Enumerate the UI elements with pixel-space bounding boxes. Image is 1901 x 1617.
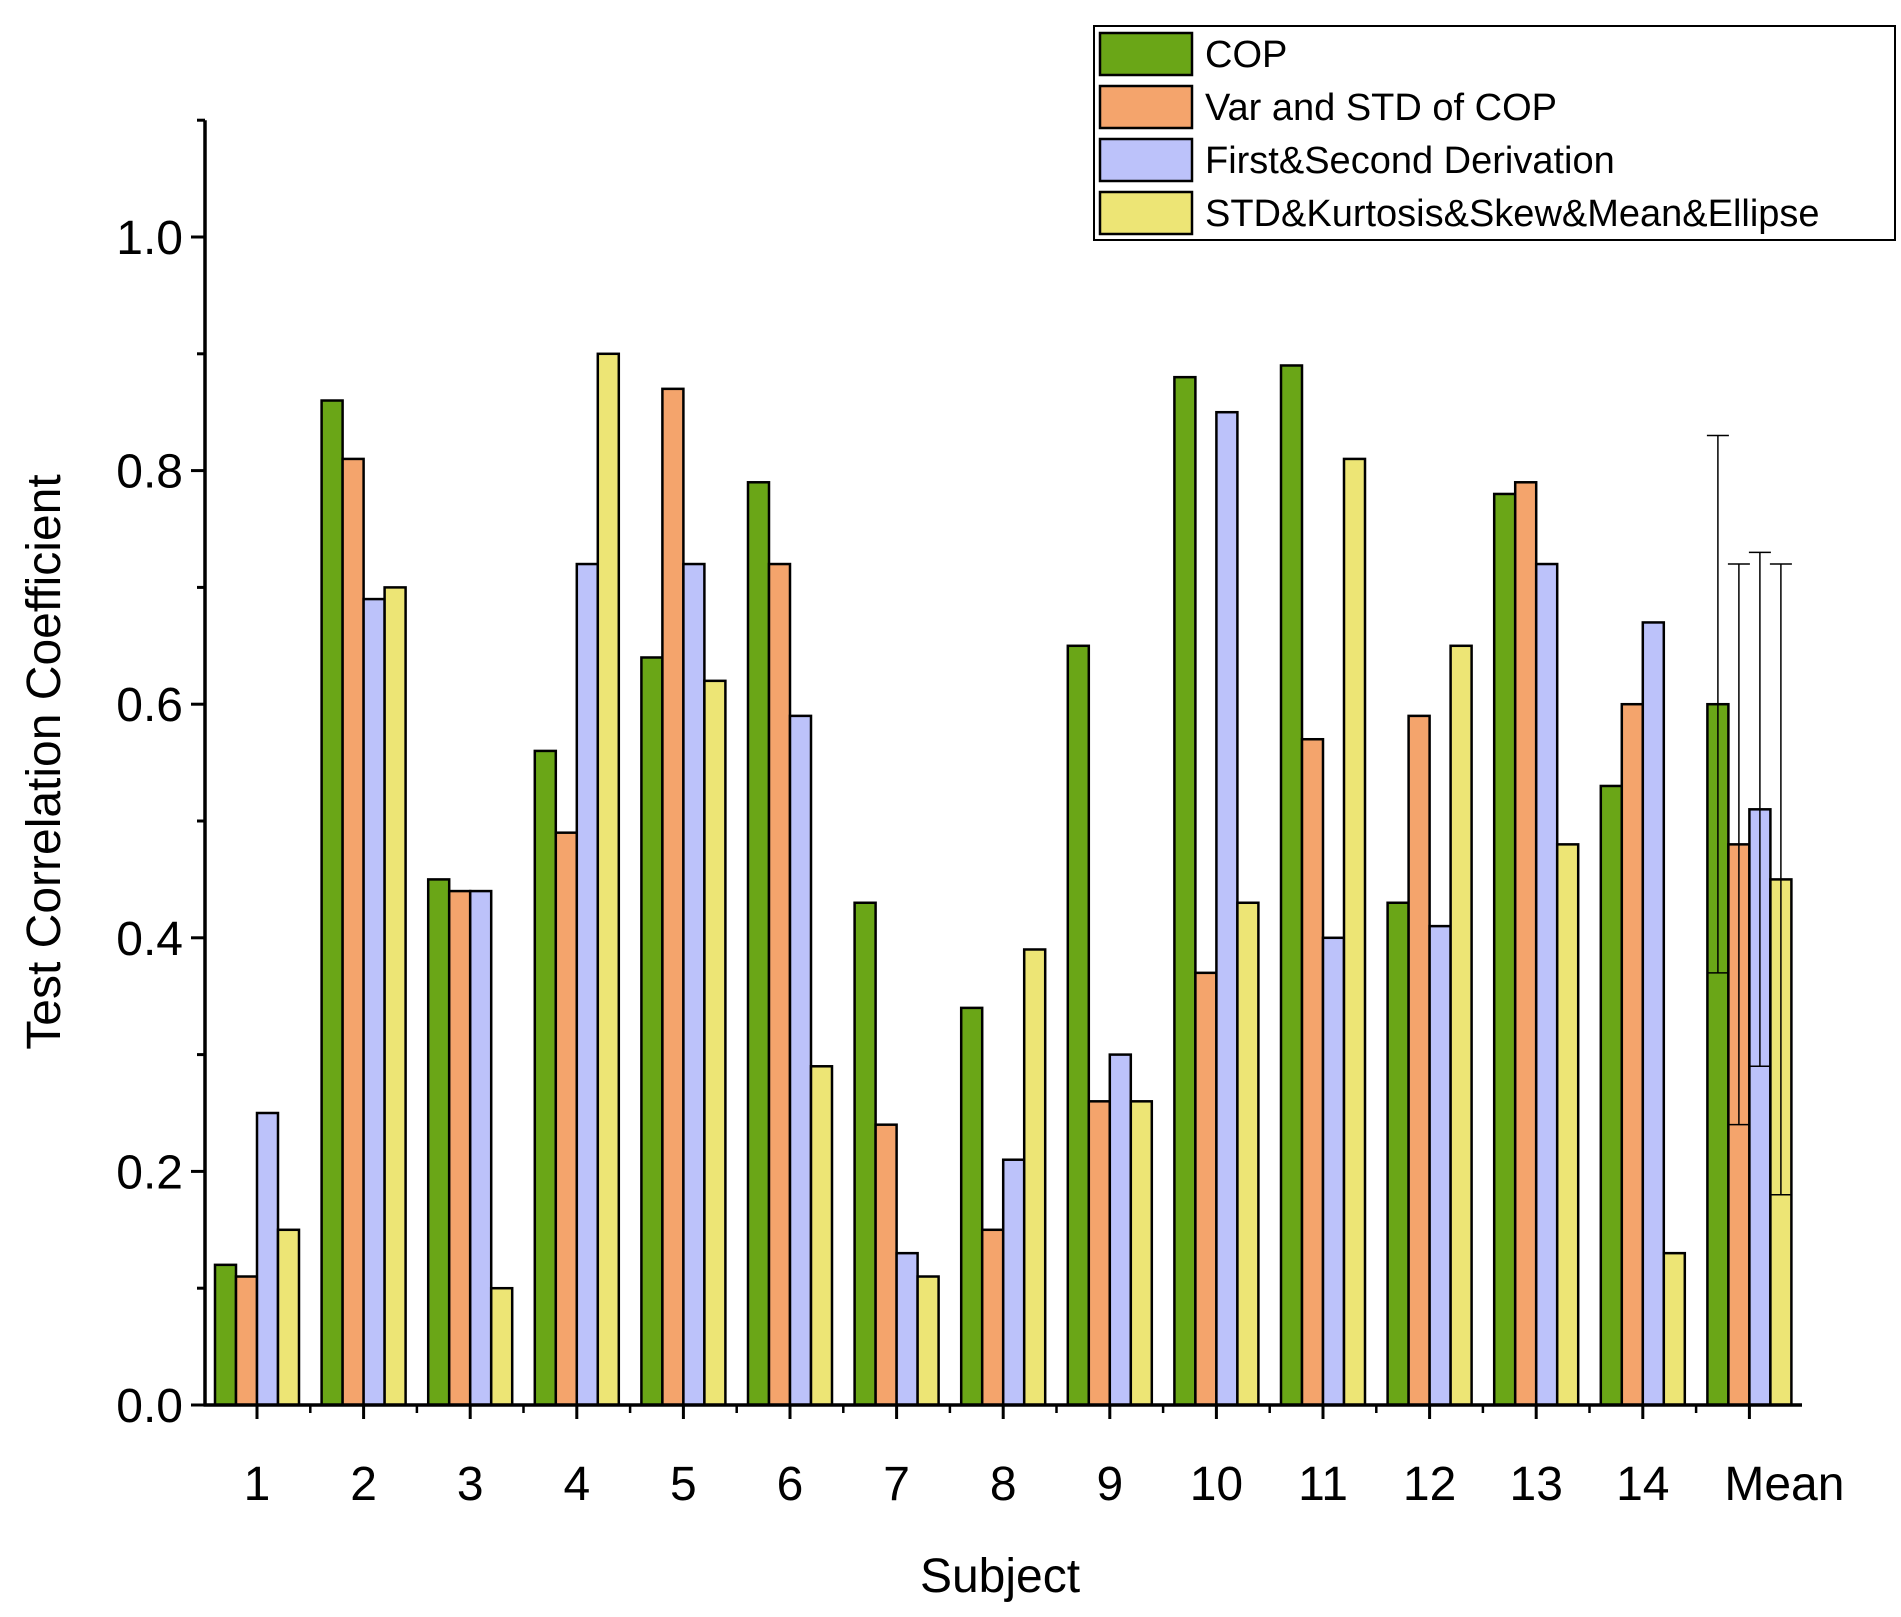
bar [1534,562,1559,1407]
bar [1555,843,1580,1407]
bar [1449,644,1473,1407]
bar [1641,621,1666,1407]
bar [1173,375,1197,1407]
x-tick-label: 3 [457,1458,484,1511]
y-tick-label: 1.0 [116,212,183,265]
legend-swatch [1098,84,1194,130]
bar [1066,644,1091,1407]
bar [1300,737,1325,1407]
bar [1386,901,1410,1407]
bar [1492,492,1517,1407]
y-tick-label: 0.4 [116,913,183,966]
bar [1236,901,1260,1407]
bar [533,749,558,1407]
legend-label: First&Second Derivation [1205,140,1615,182]
bar [234,1275,259,1407]
bar [959,1006,984,1407]
bar [575,562,600,1407]
y-tick-label: 0.8 [116,446,183,499]
bar [596,352,621,1407]
x-tick-label: 7 [883,1458,910,1511]
bar [661,387,685,1407]
bar [746,481,771,1407]
x-tick-label: 4 [563,1458,590,1511]
bar [320,399,344,1407]
legend-frame [1093,25,1896,241]
bar [489,1286,514,1407]
bar [916,1275,940,1407]
bar [1022,948,1047,1407]
x-tick-label: 11 [1298,1458,1348,1511]
y-axis-title: Test Correlation Coefficient [18,474,71,1049]
bar [703,679,727,1407]
legend-label: COP [1205,34,1287,76]
legend-swatch [1098,190,1194,236]
y-tick-label: 0.0 [116,1380,183,1433]
bar [640,656,664,1407]
bar [468,889,493,1407]
x-tick-label: 9 [1096,1458,1123,1511]
bar [1279,364,1304,1407]
bar [1342,457,1367,1407]
legend-swatch [1098,137,1194,183]
bar [767,562,792,1407]
error-bars-layer [1706,434,1792,1196]
x-tick-label: 14 [1616,1458,1669,1511]
bar [1321,936,1346,1407]
x-tick-label: 8 [990,1458,1017,1511]
axes-layer [191,118,1802,1419]
legend-swatch [1098,31,1194,77]
legend-items: COP Var and STD of COP First&Second Deriva… [1098,31,1820,236]
bar [341,457,365,1407]
bar [874,1123,898,1407]
bar [362,597,386,1407]
bars-layer [213,352,1793,1407]
bar [383,586,407,1407]
bar [1428,924,1452,1407]
bar [895,1251,919,1407]
bar [1194,971,1218,1407]
bar [682,562,706,1407]
bar [1001,1158,1026,1407]
bar [1620,702,1645,1407]
bar [426,878,451,1407]
bar [213,1263,238,1407]
bar [1407,714,1431,1407]
bar [1513,481,1538,1407]
x-tick-label: 2 [350,1458,377,1511]
bar [853,901,877,1407]
bar [809,1065,834,1407]
x-tick-label: 13 [1510,1458,1563,1511]
bar [1662,1251,1687,1407]
legend-label: Var and STD of COP [1205,87,1557,129]
bar [1599,784,1624,1407]
bar [1215,410,1239,1407]
x-tick-label: 10 [1190,1458,1243,1511]
x-tick-label: 5 [670,1458,697,1511]
x-tick-label: 1 [244,1458,271,1511]
bar [980,1228,1005,1407]
y-tick-label: 0.6 [116,679,183,732]
bar [788,714,813,1407]
legend: COP Var and STD of COP First&Second Deriva… [1093,25,1896,241]
x-tick-label: 6 [777,1458,804,1511]
x-tick-label: Mean [1724,1458,1844,1511]
y-tick-label: 0.2 [116,1146,183,1199]
x-axis-title: Subject [920,1550,1080,1603]
bar [255,1111,280,1407]
legend-label: STD&Kurtosis&Skew&Mean&Ellipse [1205,193,1820,235]
bar [447,889,472,1407]
tick-labels-layer: 0.00.20.40.60.81.01 2 3 4 5 6 7 8 9 10 11 12 13 14 Mea… [116,212,1844,1511]
bar [1129,1100,1154,1407]
bar [554,831,579,1407]
bar [1087,1100,1112,1407]
x-tick-label: 12 [1403,1458,1456,1511]
bar [276,1228,301,1407]
bar [1108,1053,1133,1407]
